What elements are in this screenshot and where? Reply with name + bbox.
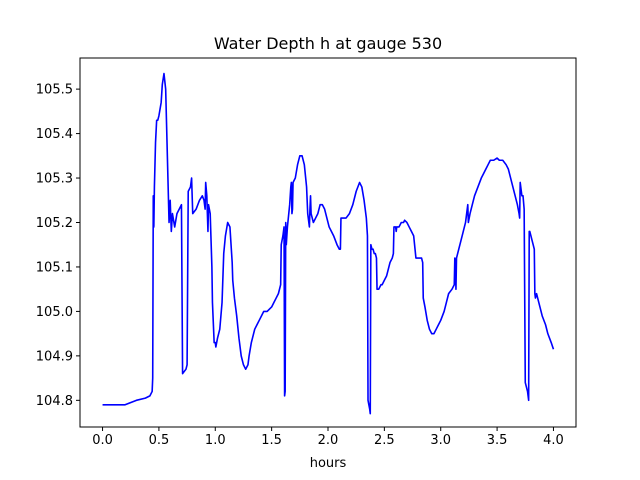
y-tick-label: 104.8 bbox=[36, 394, 73, 409]
y-tick-label: 105.2 bbox=[36, 216, 73, 231]
y-tick-label: 105.1 bbox=[36, 260, 73, 275]
y-axis-ticks: 104.8 104.9 105.0 105.1 105.2 105.3 105.4 105.5 bbox=[36, 83, 80, 409]
x-tick-label: 2.0 bbox=[318, 433, 339, 448]
x-tick-label: 1.5 bbox=[261, 433, 282, 448]
x-tick-label: 4.0 bbox=[543, 433, 564, 448]
chart-title: Water Depth h at gauge 530 bbox=[214, 34, 442, 53]
y-tick-label: 105.0 bbox=[36, 305, 73, 320]
x-axis-label: hours bbox=[310, 456, 347, 471]
x-axis-ticks: 0.0 0.5 1.0 1.5 2.0 2.5 3.0 3.5 4.0 bbox=[92, 427, 564, 448]
x-tick-label: 3.5 bbox=[487, 433, 508, 448]
y-tick-label: 105.3 bbox=[36, 172, 73, 187]
x-tick-label: 1.0 bbox=[205, 433, 226, 448]
y-tick-label: 104.9 bbox=[36, 349, 73, 364]
x-tick-label: 0.5 bbox=[149, 433, 170, 448]
x-tick-label: 2.5 bbox=[374, 433, 395, 448]
x-tick-label: 0.0 bbox=[92, 433, 113, 448]
y-tick-label: 105.4 bbox=[36, 127, 73, 142]
plot-area-frame bbox=[79, 57, 577, 428]
y-tick-label: 105.5 bbox=[36, 83, 73, 98]
x-tick-label: 3.0 bbox=[430, 433, 451, 448]
series-line-0 bbox=[102, 72, 555, 415]
data-series-group bbox=[102, 72, 555, 415]
